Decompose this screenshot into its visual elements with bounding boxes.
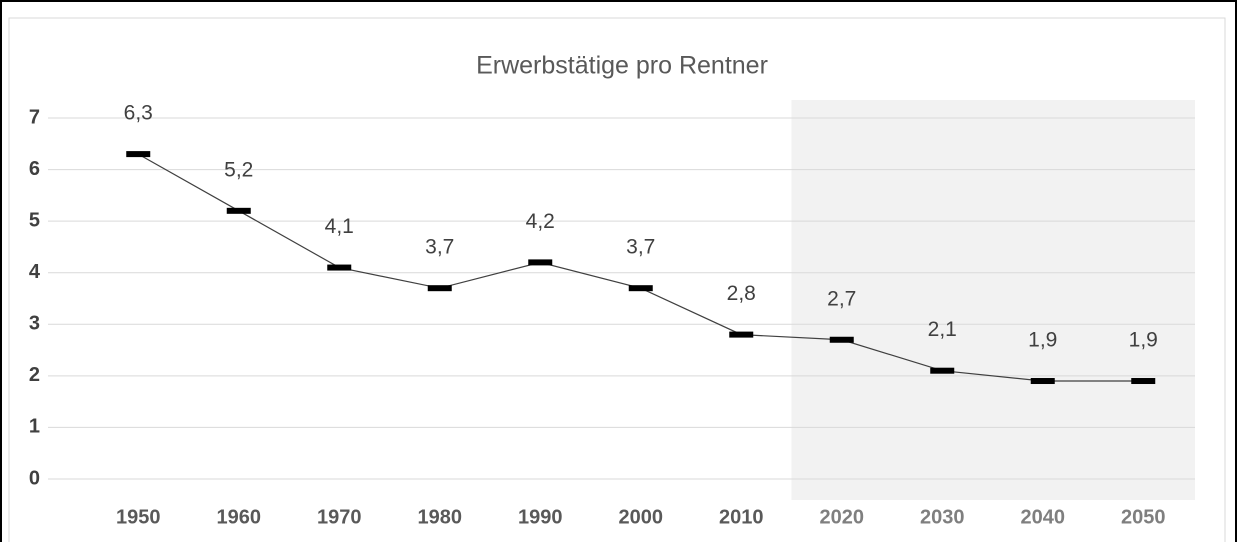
marker <box>327 264 352 271</box>
data-label: 2,8 <box>727 282 756 305</box>
marker <box>126 151 151 158</box>
x-tick-label: 1970 <box>317 506 362 528</box>
marker <box>628 285 653 292</box>
x-tick-label: 1960 <box>217 506 262 528</box>
data-label: 4,2 <box>526 210 555 233</box>
y-tick-label: 7 <box>29 106 40 128</box>
x-tick-label: 1990 <box>518 506 563 528</box>
y-tick-label: 2 <box>29 364 40 386</box>
x-tick-label: 2040 <box>1021 506 1066 528</box>
marker <box>226 207 251 214</box>
y-tick-label: 4 <box>29 261 41 283</box>
x-tick-label: 2010 <box>719 506 764 528</box>
x-tick-label: 1980 <box>418 506 463 528</box>
x-tick-label: 1950 <box>116 506 161 528</box>
data-label: 6,3 <box>124 102 153 125</box>
marker <box>1030 378 1055 385</box>
marker <box>829 336 854 343</box>
data-label: 3,7 <box>425 236 454 259</box>
chart-frame <box>8 17 1226 542</box>
x-tick-label: 2030 <box>920 506 965 528</box>
marker <box>729 331 754 338</box>
data-label: 2,1 <box>928 318 957 341</box>
data-label: 3,7 <box>626 236 655 259</box>
projection-shade <box>791 100 1195 500</box>
y-tick-label: 6 <box>29 158 40 180</box>
marker <box>1131 378 1156 385</box>
x-tick-label: 2020 <box>820 506 865 528</box>
data-label: 5,2 <box>224 158 253 181</box>
marker <box>528 259 553 266</box>
chart-title: Erwerbstätige pro Rentner <box>476 52 768 80</box>
x-tick-label: 2050 <box>1121 506 1166 528</box>
data-label: 1,9 <box>1028 329 1057 352</box>
y-tick-label: 5 <box>29 209 40 231</box>
x-tick-label: 2000 <box>619 506 664 528</box>
data-label: 1,9 <box>1129 329 1158 352</box>
data-label: 4,1 <box>325 215 354 238</box>
y-tick-label: 1 <box>29 416 40 438</box>
marker <box>930 367 955 374</box>
y-tick-label: 0 <box>29 467 40 489</box>
y-tick-label: 3 <box>29 313 40 335</box>
marker <box>427 285 452 292</box>
data-label: 2,7 <box>827 287 856 310</box>
